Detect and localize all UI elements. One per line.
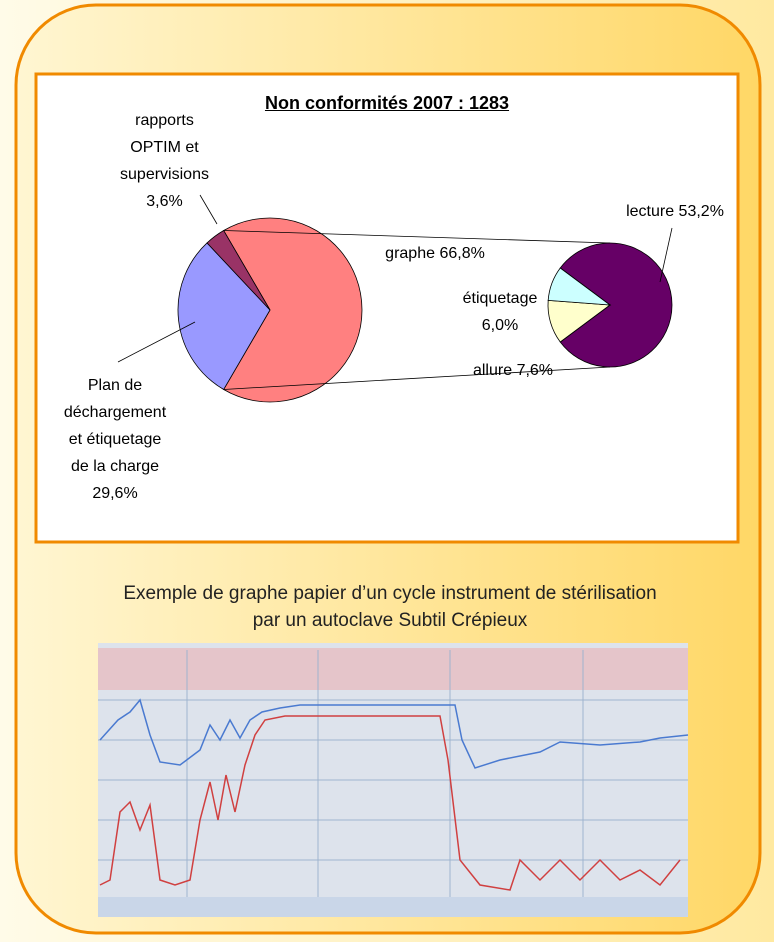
pie-slice bbox=[206, 229, 271, 311]
data-label: graphe 66,8% bbox=[365, 240, 505, 267]
photo-holes bbox=[98, 897, 688, 917]
pie-slice bbox=[223, 217, 363, 403]
category-label: lecture bbox=[626, 203, 675, 220]
value-label: 7,6% bbox=[516, 362, 554, 379]
connector bbox=[223, 366, 611, 390]
leader-line bbox=[199, 194, 218, 225]
photo-band bbox=[98, 648, 688, 690]
data-label: allure 7,6% bbox=[458, 357, 568, 384]
photo-trace bbox=[99, 698, 689, 769]
leader-line bbox=[117, 321, 196, 363]
data-label: Plan de déchargement et étiquetage de la… bbox=[61, 372, 169, 507]
category-label: Plan de déchargement et étiquetage de la… bbox=[63, 377, 167, 475]
value-label: 53,2% bbox=[678, 203, 724, 220]
chart-paper-photo bbox=[98, 643, 689, 917]
category-label: graphe bbox=[385, 245, 435, 262]
data-label: lecture 53,2% bbox=[610, 198, 740, 225]
pie-slice bbox=[177, 242, 271, 391]
value-label: 3,6% bbox=[146, 193, 183, 210]
value-label: 29,6% bbox=[92, 485, 138, 502]
chart bbox=[117, 194, 673, 403]
data-label: rapports OPTIM et supervisions 3,6% bbox=[117, 107, 212, 215]
value-label: 66,8% bbox=[439, 245, 485, 262]
pie-slice bbox=[559, 242, 673, 368]
category-label: rapports OPTIM et supervisions bbox=[120, 112, 209, 183]
category-label: allure bbox=[472, 362, 513, 379]
category-label: étiquetage bbox=[462, 290, 538, 307]
data-label: étiquetage 6,0% bbox=[450, 285, 550, 339]
caption: Exemple de graphe papier d’un cycle inst… bbox=[123, 583, 657, 631]
pie-slice bbox=[547, 267, 612, 306]
value-label: 6,0% bbox=[481, 317, 519, 334]
leader-line bbox=[659, 227, 673, 283]
photo-trace bbox=[99, 715, 681, 891]
chart-title: Non conformités 2007 : 1283 bbox=[264, 93, 510, 113]
connector bbox=[223, 230, 611, 244]
